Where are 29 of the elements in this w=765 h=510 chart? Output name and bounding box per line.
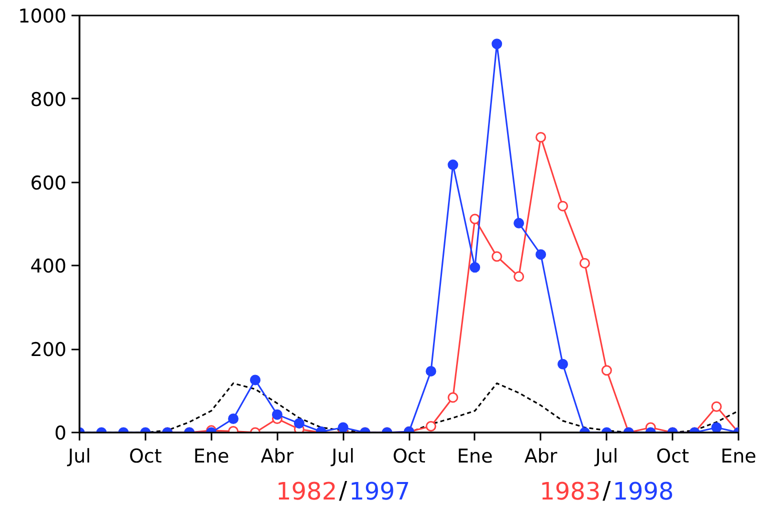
y-tick-label: 800	[30, 88, 66, 111]
y-tick-label: 0	[54, 422, 67, 444]
y-tick-label: 400	[30, 256, 66, 278]
y-tick-label: 600	[30, 172, 66, 194]
text: 1982/1997	[276, 476, 410, 506]
x-tick-label: Ene	[193, 446, 230, 468]
y-tick-label: 200	[30, 339, 66, 362]
y-tick-label: 1000	[18, 6, 67, 28]
x-tick-label: Ene	[457, 446, 493, 468]
point	[492, 251, 502, 262]
x-tick-label: Oct	[128, 446, 162, 468]
x-tick-label: Oct	[392, 446, 426, 468]
x-tick-label: Abr	[260, 446, 294, 468]
point	[558, 200, 568, 212]
x-tick-label: Abr	[524, 446, 558, 468]
point	[536, 132, 546, 143]
x-tick-label: Jul	[330, 446, 355, 468]
text: 1983/1998	[540, 476, 674, 506]
x-tick-label: Ene	[720, 446, 756, 468]
point	[579, 258, 590, 268]
point	[448, 160, 458, 170]
x-tick-label: Jul	[67, 446, 91, 468]
x-tick-label: Oct	[656, 446, 690, 468]
x-tick-label: Jul	[594, 446, 618, 468]
point	[470, 262, 480, 273]
point	[514, 218, 524, 228]
point	[536, 249, 546, 260]
point	[514, 271, 524, 282]
point	[470, 214, 480, 224]
